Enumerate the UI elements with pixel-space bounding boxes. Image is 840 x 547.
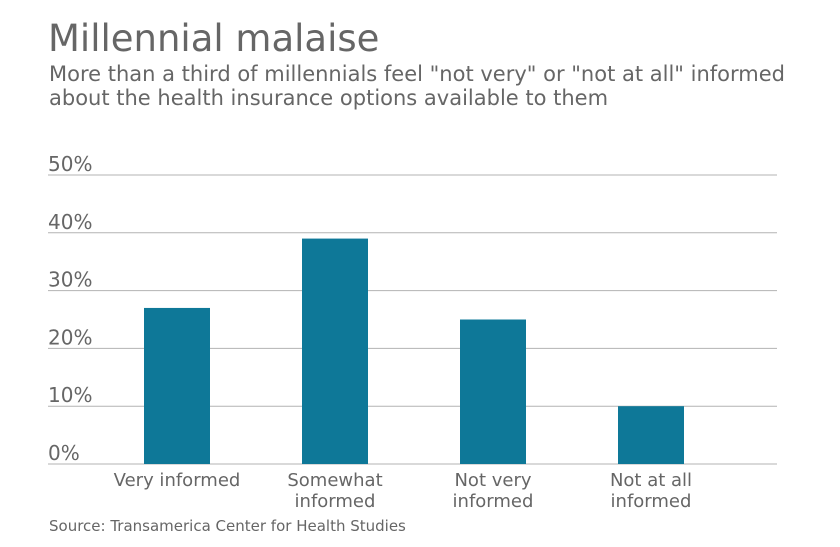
x-tick-label: Not at all informed — [610, 470, 692, 512]
bars — [144, 238, 684, 464]
x-tick-label: Somewhat informed — [287, 470, 382, 512]
y-tick-label: 20% — [48, 325, 92, 349]
chart-subtitle: More than a third of millennials feel "n… — [49, 62, 785, 110]
y-tick-label: 10% — [48, 383, 92, 407]
chart-title: Millennial malaise — [48, 17, 380, 60]
x-tick-label: Very informed — [114, 470, 241, 491]
bar — [618, 406, 684, 464]
y-axis-tick-labels: 0% 10% 20% 30% 40% 50% — [48, 152, 92, 465]
y-tick-label: 50% — [48, 152, 92, 176]
bar — [460, 319, 526, 464]
x-tick-label: Not very informed — [453, 470, 534, 512]
y-tick-label: 40% — [48, 210, 92, 234]
bar — [144, 307, 210, 464]
bar — [302, 238, 368, 464]
source-note: Source: Transamerica Center for Health S… — [49, 517, 406, 535]
y-tick-label: 30% — [48, 268, 92, 292]
x-axis-tick-labels: Very informed Somewhat informed Not very inf… — [114, 470, 692, 512]
y-tick-label: 0% — [48, 441, 80, 465]
